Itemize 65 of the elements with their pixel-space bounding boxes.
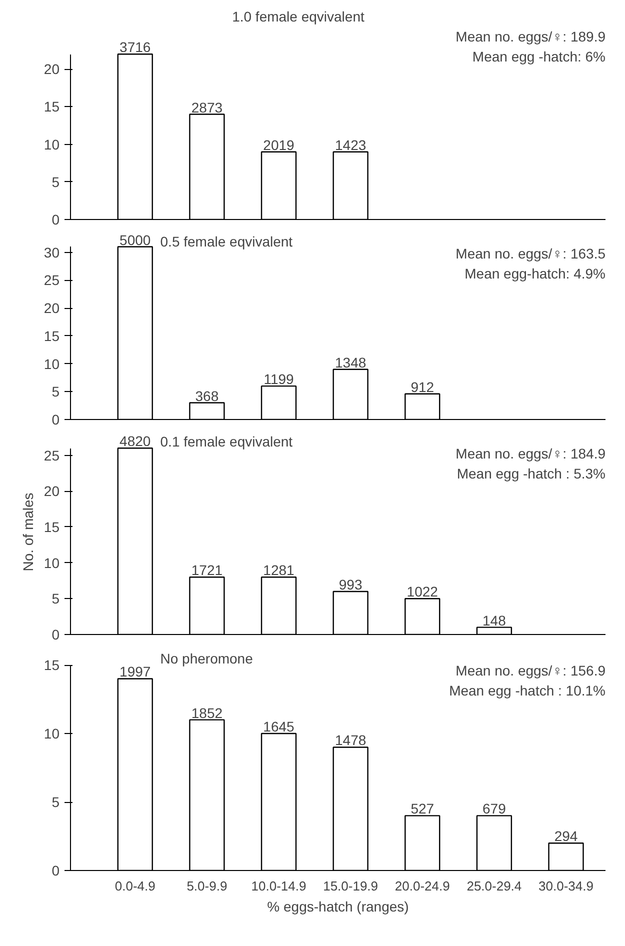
x-tick-label: 5.0-9.9 <box>186 878 228 894</box>
annotation: 1281 <box>263 562 295 578</box>
annotation: Mean no. eggs/♀: 156.9 <box>456 662 606 678</box>
annotation: Mean egg -hatch : 10.1% <box>449 682 606 698</box>
y-tick-label: 10 <box>44 554 60 571</box>
y-tick-label: 25 <box>44 272 60 288</box>
annotation: 1645 <box>263 718 295 735</box>
y-tick-label: 5 <box>52 174 60 190</box>
y-tick-label: 0 <box>52 626 60 642</box>
annotation: 3716 <box>120 39 151 56</box>
annotation: 1348 <box>334 354 366 370</box>
y-tick-label: 5 <box>52 384 60 400</box>
chart-title: 1.0 female eqvivalent <box>232 8 364 24</box>
annotation: Mean no. eggs/♀: 184.9 <box>456 446 606 462</box>
x-tick-label: 20.0-24.9 <box>394 878 450 894</box>
annotation: 148 <box>482 612 506 628</box>
annotation: Mean no. eggs/♀: 163.5 <box>456 246 606 262</box>
annotation: 1478 <box>334 732 366 748</box>
annotation: Mean egg-hatch: 4.9% <box>464 266 606 282</box>
annotation: Mean egg -hatch : 5.3% <box>456 466 606 482</box>
y-tick-label: 0 <box>52 212 60 228</box>
annotation: 1721 <box>191 562 223 578</box>
chart-title: 0.5 female eqvivalent <box>160 234 293 250</box>
x-tick-label: 0.0-4.9 <box>114 878 156 894</box>
annotation: 527 <box>410 800 434 817</box>
chart-title: 0.1 female eqvivalent <box>160 434 293 450</box>
annotation: 993 <box>338 576 362 592</box>
y-tick-label: 30 <box>44 244 60 260</box>
x-axis-title: % eggs-hatch (ranges) <box>267 898 409 914</box>
annotation: 1022 <box>406 584 438 600</box>
y-tick-label: 0 <box>52 412 60 428</box>
annotation: 368 <box>195 388 219 404</box>
y-tick-label: 25 <box>44 447 60 464</box>
annotation: 1852 <box>191 704 223 721</box>
annotation: Mean egg -hatch: 6% <box>472 48 606 64</box>
annotation: 912 <box>410 378 434 395</box>
y-tick-label: 0 <box>52 862 60 878</box>
x-tick-label: 15.0-19.9 <box>323 878 378 894</box>
y-tick-label: 15 <box>44 657 60 674</box>
annotation: 679 <box>482 800 506 817</box>
x-tick-label: 10.0-14.9 <box>251 878 306 894</box>
annotation: 4820 <box>120 433 151 450</box>
x-tick-label: 30.0-34.9 <box>538 878 594 894</box>
y-tick-label: 5 <box>52 590 60 607</box>
annotation: 1199 <box>264 371 294 388</box>
y-tick-label: 10 <box>44 726 60 742</box>
y-tick-label: 5 <box>52 794 60 810</box>
annotation: 5000 <box>120 232 151 248</box>
annotation: 1423 <box>334 136 366 153</box>
y-tick-label: 20 <box>44 61 60 78</box>
annotation: 2873 <box>191 99 223 116</box>
y-tick-label: 20 <box>44 483 60 500</box>
annotation: 1997 <box>120 664 151 680</box>
y-tick-label: 10 <box>44 136 60 152</box>
y-tick-label: 15 <box>44 328 60 344</box>
annotation: 2019 <box>263 136 295 153</box>
y-tick-label: 10 <box>44 356 60 372</box>
y-tick-label: 15 <box>44 98 60 115</box>
x-tick-label: 25.0-29.4 <box>466 878 522 894</box>
chart-title: No pheromone <box>160 650 254 666</box>
y-tick-label: 15 <box>44 518 60 535</box>
text: Mean no. eggs/♀: 189.9 <box>456 28 606 44</box>
y-axis-title: No. of males <box>20 492 36 572</box>
y-tick-label: 20 <box>44 300 60 316</box>
annotation: 294 <box>554 828 578 844</box>
